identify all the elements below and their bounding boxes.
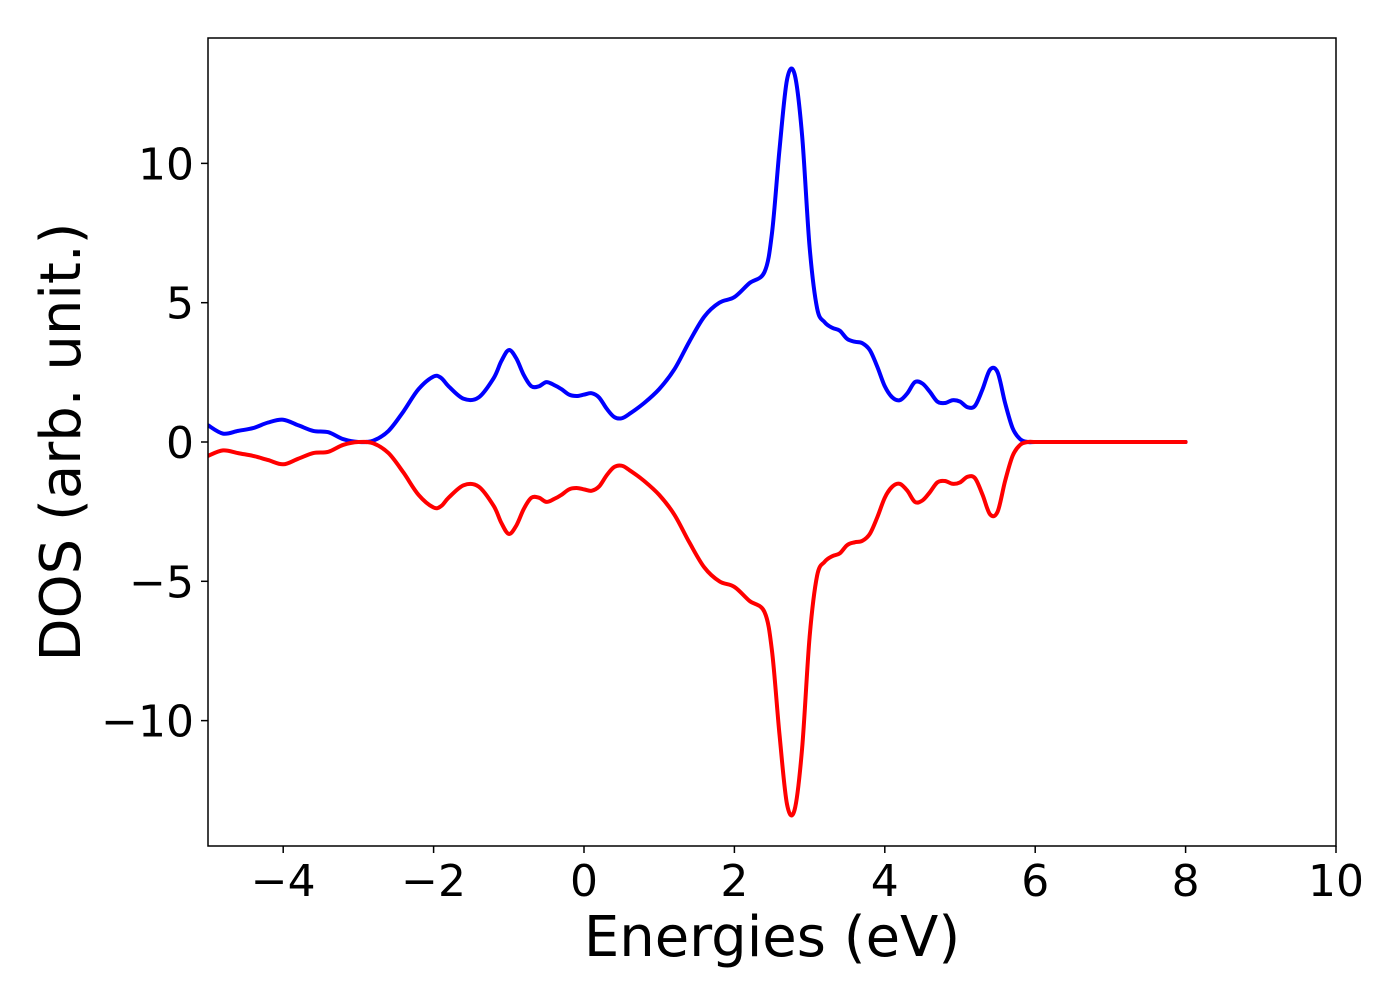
y-tick-label: 0 xyxy=(166,418,194,469)
x-tick-label: 2 xyxy=(720,856,748,907)
x-tick-label: −2 xyxy=(401,856,466,907)
x-tick-label: 0 xyxy=(570,856,598,907)
x-tick-label: 8 xyxy=(1172,856,1200,907)
y-tick-label: 10 xyxy=(138,139,194,190)
y-axis: −10 −5 0 5 10 xyxy=(101,139,208,748)
series-layer xyxy=(208,66,1188,818)
series-line-2 xyxy=(208,439,1188,818)
y-axis-title: DOS (arb. unit.) xyxy=(29,222,94,661)
series-line-1 xyxy=(208,66,1188,445)
y-tick-label: 5 xyxy=(166,279,194,330)
x-axis-title: Energies (eV) xyxy=(584,905,960,970)
y-tick-label: −5 xyxy=(129,557,194,608)
x-tick-label: 10 xyxy=(1308,856,1364,907)
y-tick-label: −10 xyxy=(101,697,194,748)
x-axis: −4 −2 0 2 4 6 8 10 xyxy=(251,846,1364,907)
x-tick-label: 6 xyxy=(1021,856,1049,907)
x-tick-label: 4 xyxy=(871,856,899,907)
x-tick-label: −4 xyxy=(251,856,316,907)
